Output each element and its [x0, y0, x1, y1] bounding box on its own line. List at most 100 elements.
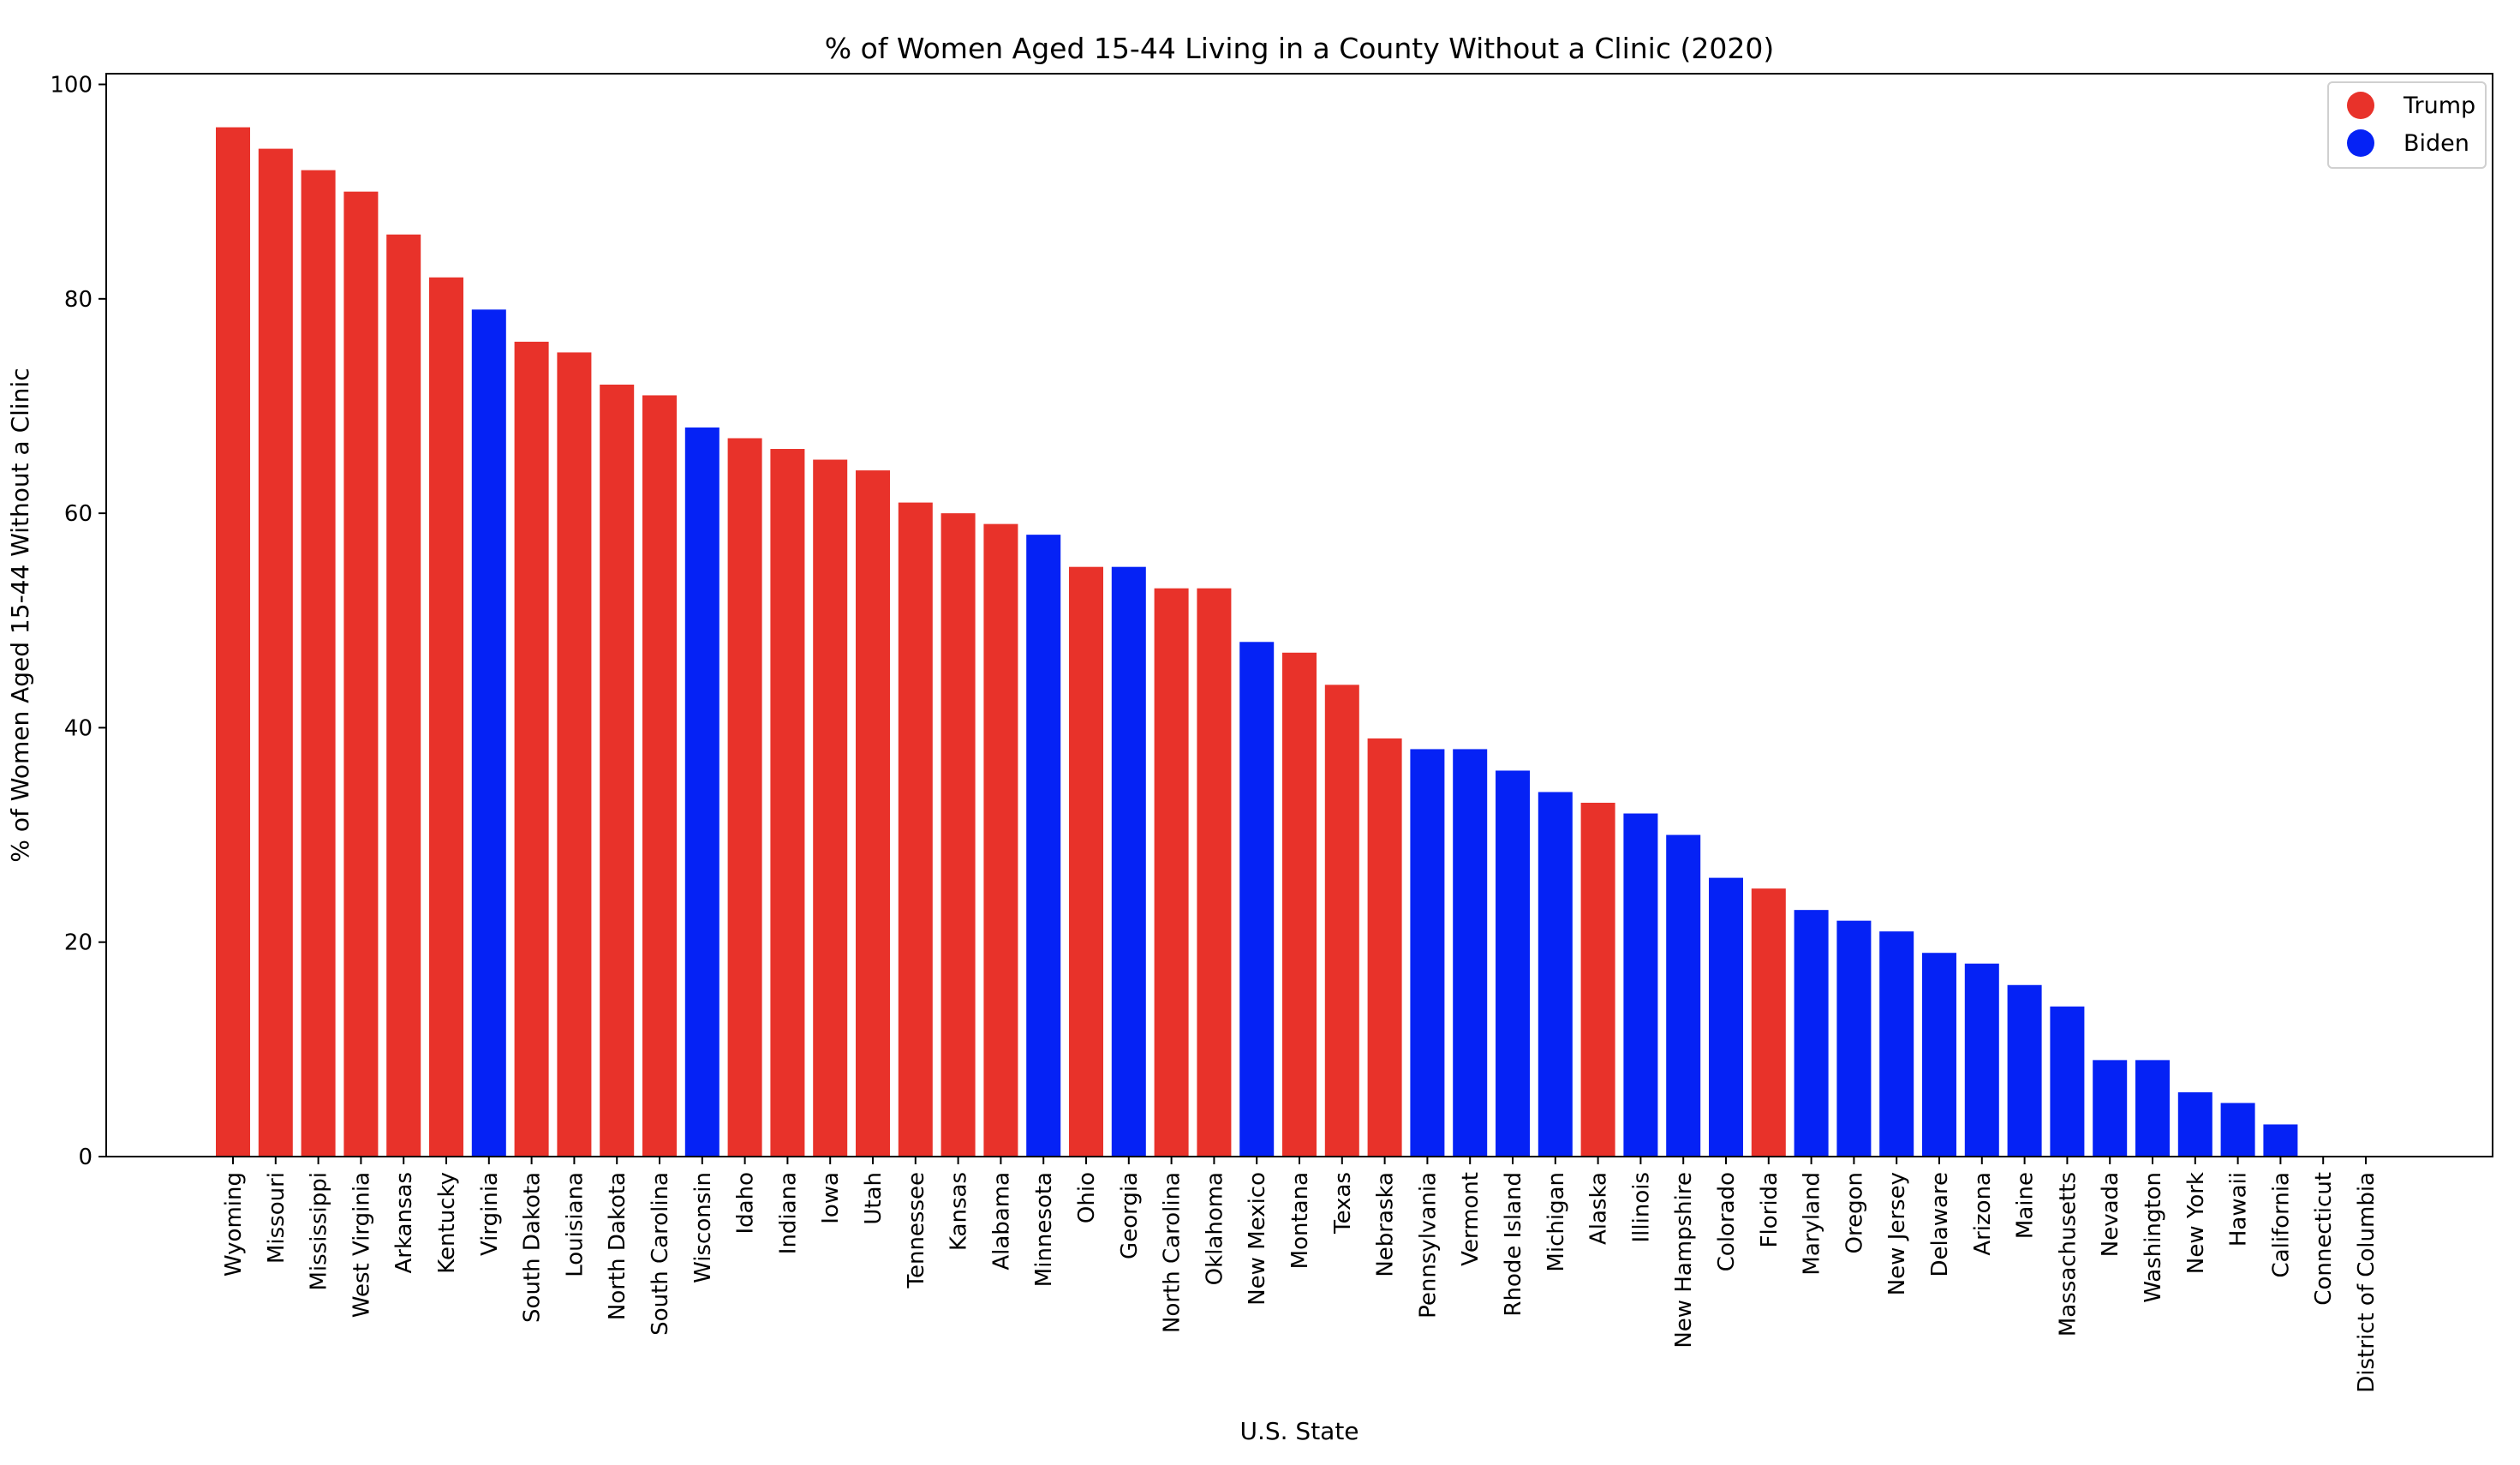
x-tick-label: West Virginia	[349, 1172, 374, 1318]
bar-delaware	[1922, 953, 1956, 1157]
x-tick-label: California	[2268, 1172, 2294, 1277]
plot-frame	[105, 73, 2493, 1157]
y-axis: 0 20 40 60 80 100	[50, 73, 106, 1170]
x-tick-label: Missouri	[264, 1172, 290, 1264]
x-tick-label: New Hampshire	[1671, 1172, 1697, 1348]
x-tick-label: Minnesota	[1031, 1172, 1057, 1287]
x-tick-label: Maryland	[1800, 1172, 1825, 1276]
x-tick-label: Rhode Island	[1501, 1172, 1526, 1317]
bar-nevada	[2093, 1060, 2128, 1157]
x-tick-label: Iowa	[818, 1172, 844, 1224]
y-tick-label: 100	[50, 73, 93, 99]
bar-ohio	[1069, 566, 1103, 1157]
y-tick-label: 60	[64, 501, 93, 527]
x-axis-title: U.S. State	[1239, 1417, 1359, 1445]
x-tick-label: North Dakota	[605, 1172, 630, 1320]
bar-louisiana	[557, 352, 592, 1157]
bar-north-dakota	[600, 384, 635, 1157]
bar-oklahoma	[1197, 588, 1232, 1157]
bar-wyoming	[216, 127, 250, 1157]
bar-utah	[856, 470, 890, 1157]
x-tick-label: Kentucky	[434, 1172, 460, 1274]
bar-georgia	[1111, 566, 1146, 1157]
bar-kansas	[941, 513, 976, 1157]
y-axis-title: % of Women Aged 15-44 Without a Clinic	[6, 368, 34, 862]
x-tick-label: Hawaii	[2226, 1172, 2252, 1247]
bar-alabama	[983, 523, 1018, 1157]
x-tick-label: Georgia	[1117, 1172, 1143, 1259]
chart-title: % of Women Aged 15-44 Living in a County…	[825, 32, 1774, 65]
bar-kentucky	[429, 277, 463, 1157]
x-tick-label: Ohio	[1074, 1172, 1100, 1223]
bar-new-mexico	[1239, 642, 1275, 1157]
bar-colorado	[1709, 877, 1743, 1157]
legend: Trump Biden	[2327, 81, 2487, 169]
bar-minnesota	[1026, 535, 1061, 1157]
x-tick-label: District of Columbia	[2354, 1172, 2380, 1393]
bar-new-jersey	[1879, 931, 1914, 1157]
bar-arizona	[1964, 963, 1999, 1157]
x-tick-label: Colorado	[1714, 1172, 1740, 1271]
bar-alaska	[1580, 803, 1615, 1157]
legend-marker-trump	[2347, 92, 2374, 119]
x-tick-label: South Dakota	[520, 1172, 546, 1323]
bar-new-hampshire	[1666, 834, 1701, 1157]
x-tick-label: Illinois	[1628, 1172, 1654, 1243]
bar-oregon	[1836, 920, 1872, 1157]
y-tick-label: 20	[64, 930, 93, 956]
bar-michigan	[1538, 792, 1573, 1157]
bar-massachusetts	[2050, 1006, 2085, 1157]
bar-idaho	[727, 438, 762, 1157]
x-tick-label: Utah	[861, 1172, 887, 1225]
bar-florida	[1751, 888, 1786, 1157]
x-tick-label: Pennsylvania	[1415, 1172, 1441, 1318]
legend-label-trump: Trump	[2403, 93, 2475, 119]
y-tick-label: 0	[78, 1145, 93, 1170]
x-tick-label: Nevada	[2098, 1172, 2123, 1257]
x-tick-label: South Carolina	[648, 1172, 673, 1336]
bar-arkansas	[386, 234, 421, 1157]
legend-label-biden: Biden	[2404, 130, 2469, 157]
x-tick-label: Texas	[1330, 1172, 1356, 1235]
x-tick-label: Vermont	[1458, 1172, 1484, 1266]
x-tick-label: Oklahoma	[1202, 1172, 1227, 1285]
x-tick-label: Mississippi	[307, 1172, 332, 1291]
x-tick-label: North Carolina	[1160, 1172, 1185, 1333]
bar-hawaii	[2220, 1103, 2255, 1157]
bar-south-dakota	[514, 341, 549, 1157]
x-tick-label: Alabama	[988, 1172, 1014, 1271]
bar-tennessee	[898, 502, 933, 1157]
bar-indiana	[770, 449, 805, 1157]
bar-texas	[1324, 685, 1359, 1157]
x-tick-label: New Jersey	[1884, 1172, 1910, 1295]
x-tick-label: Louisiana	[562, 1172, 588, 1277]
x-tick-label: Massachusetts	[2055, 1172, 2081, 1336]
x-tick-label: Kansas	[946, 1172, 972, 1251]
bar-wisconsin	[684, 427, 720, 1157]
x-tick-label: Arizona	[1970, 1172, 1996, 1256]
x-tick-label: Michigan	[1544, 1172, 1569, 1272]
bar-south-carolina	[642, 395, 677, 1157]
x-tick-label: Washington	[2141, 1172, 2166, 1303]
bar-mississippi	[301, 170, 336, 1157]
x-tick-label: Connecticut	[2311, 1172, 2337, 1306]
x-axis: Wyoming Missouri Mississippi West Virginia A…	[221, 1157, 2380, 1393]
bars-group	[216, 127, 2298, 1157]
x-tick-label: Wisconsin	[690, 1172, 716, 1283]
x-tick-label: New Mexico	[1245, 1172, 1270, 1306]
bar-nebraska	[1367, 738, 1402, 1157]
x-tick-label: Florida	[1757, 1172, 1783, 1247]
bar-iowa	[813, 459, 848, 1157]
y-tick-label: 40	[64, 715, 93, 741]
x-tick-label: Montana	[1287, 1172, 1313, 1269]
x-tick-label: Tennessee	[904, 1172, 929, 1289]
bar-pennsylvania	[1410, 749, 1445, 1157]
bar-missouri	[258, 148, 293, 1157]
bar-illinois	[1623, 813, 1658, 1157]
x-tick-label: Wyoming	[221, 1172, 247, 1277]
x-tick-label: Virginia	[477, 1172, 503, 1256]
x-tick-label: Arkansas	[391, 1172, 417, 1274]
y-tick-label: 80	[64, 287, 93, 313]
bar-washington	[2135, 1060, 2170, 1157]
